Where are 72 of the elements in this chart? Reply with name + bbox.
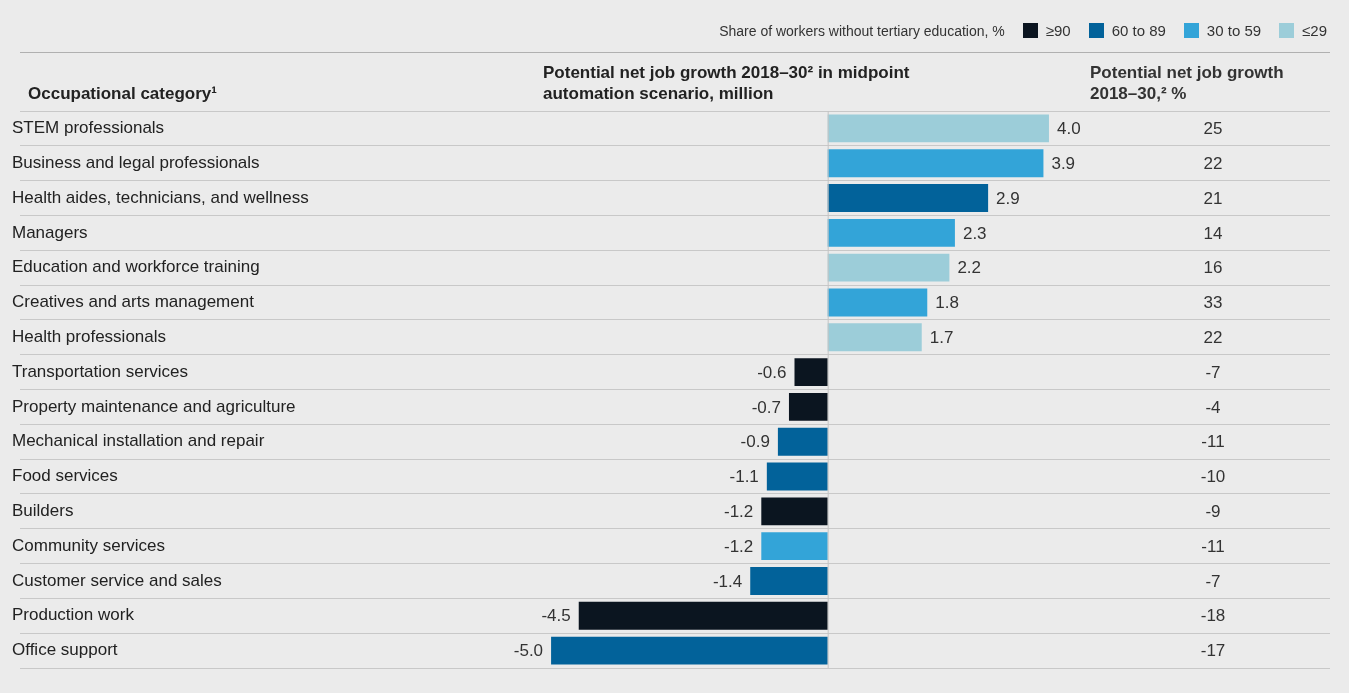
text: Potential net job growth 2018–30,² % xyxy=(1090,63,1284,103)
text: 22 xyxy=(1203,327,1223,347)
y-tick-label: Office support xyxy=(12,640,118,660)
data-label: -1.2 xyxy=(724,536,754,556)
text: -4 xyxy=(1205,397,1221,417)
y-tick-label: Food services xyxy=(12,466,118,486)
legend-label: 30 to 59 xyxy=(1206,22,1262,39)
y-tick-label: Property maintenance and agriculture xyxy=(12,396,296,416)
data-label: -0.9 xyxy=(740,432,770,452)
text: 33 xyxy=(1203,293,1223,313)
y-tick-label: Health professionals xyxy=(12,326,167,346)
bar xyxy=(788,392,828,421)
bar xyxy=(777,427,828,456)
data-label: 3.9 xyxy=(1051,153,1076,173)
bar xyxy=(827,323,922,352)
text: -18 xyxy=(1200,606,1226,626)
y-tick-label: Mechanical installation and repair xyxy=(12,431,265,451)
y-tick-label: Customer service and sales xyxy=(12,570,222,590)
bar xyxy=(827,288,928,317)
y-tick-label: Education and workforce training xyxy=(12,257,260,277)
bar xyxy=(827,218,955,247)
bar xyxy=(827,149,1044,178)
text: 14 xyxy=(1203,223,1223,243)
y-tick-label: Community services xyxy=(12,535,166,555)
data-label: 2.3 xyxy=(962,223,987,243)
data-label: -5.0 xyxy=(513,641,544,661)
text: -11 xyxy=(1201,536,1225,556)
data-label: -1.4 xyxy=(712,571,743,591)
text: -9 xyxy=(1205,502,1221,522)
bar xyxy=(578,601,828,630)
y-tick-label: Transportation services xyxy=(12,361,189,381)
legend-label: ≥90 xyxy=(1045,22,1071,39)
bar xyxy=(750,567,828,595)
text: 22 xyxy=(1203,153,1223,173)
y-tick-label: STEM professionals xyxy=(12,118,165,138)
text: -11 xyxy=(1201,432,1225,452)
bar xyxy=(827,253,950,282)
bar xyxy=(827,114,1049,143)
bar xyxy=(827,184,989,212)
data-label: -4.5 xyxy=(541,606,571,626)
y-tick-label: Creatives and arts management xyxy=(12,292,255,312)
bar xyxy=(794,358,828,387)
data-label: 1.7 xyxy=(929,327,954,347)
data-label: -1.2 xyxy=(724,502,754,522)
text: -17 xyxy=(1200,641,1226,661)
legend-title: Share of workers without tertiary education, % xyxy=(719,22,1005,39)
x-axis-title: Potential net job growth 2018–30² in midpoint automation scenario, million xyxy=(543,63,910,103)
bar xyxy=(761,532,828,561)
y-tick-label: Health aides, technicians, and wellness xyxy=(12,187,309,207)
data-label: 2.9 xyxy=(996,188,1020,208)
bar xyxy=(551,636,828,665)
y-tick-label: Business and legal professionals xyxy=(12,152,260,172)
data-label: -0.7 xyxy=(751,397,781,417)
data-label: -0.6 xyxy=(757,362,787,382)
y-tick-label: Builders xyxy=(12,501,74,521)
text: 21 xyxy=(1203,188,1223,208)
legend-label: ≤29 xyxy=(1302,22,1327,39)
y-tick-label: Managers xyxy=(12,222,88,242)
data-label: 4.0 xyxy=(1056,119,1081,139)
data-label: -1.1 xyxy=(729,467,759,487)
text: -7 xyxy=(1205,362,1221,382)
bar xyxy=(761,497,828,526)
text: -7 xyxy=(1205,571,1221,591)
y-tick-label: Production work xyxy=(12,605,135,625)
text: 16 xyxy=(1203,258,1223,278)
text: 25 xyxy=(1203,119,1223,139)
data-label: 1.8 xyxy=(935,293,959,313)
bar xyxy=(766,462,828,491)
legend-label: 60 to 89 xyxy=(1111,22,1166,39)
data-label: 2.2 xyxy=(957,258,982,278)
text: -10 xyxy=(1200,467,1226,487)
y-axis-title: Occupational category¹ xyxy=(28,84,218,103)
